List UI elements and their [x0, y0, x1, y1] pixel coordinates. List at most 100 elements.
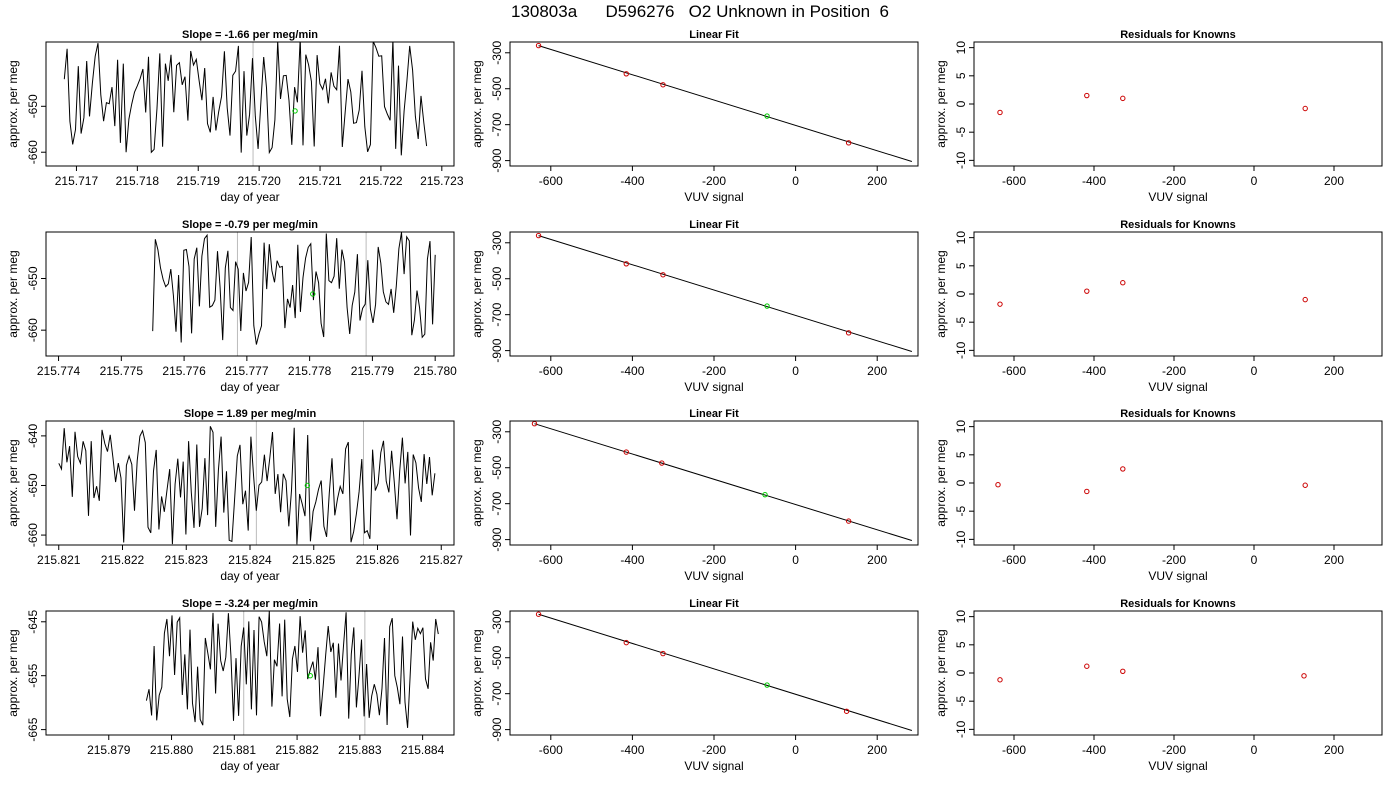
y-tick-label: -650: [26, 266, 40, 290]
residual-point: [1084, 92, 1090, 99]
y-tick-label: -660: [26, 523, 40, 547]
x-tick-label: 200: [1324, 364, 1344, 378]
unknown-point: [764, 303, 770, 309]
chart-title: Linear Fit: [689, 219, 739, 231]
chart-panel-1: [41, 41, 455, 171]
y-tick-label: 5: [954, 72, 968, 79]
unknown-point: [307, 672, 313, 679]
x-tick-label: -200: [1162, 364, 1186, 378]
fit-line: [538, 45, 913, 162]
chart-title: Residuals for Knowns: [1120, 408, 1236, 420]
y-tick-label: 5: [954, 451, 968, 458]
plot-frame: [509, 231, 919, 357]
chart-title: Linear Fit: [689, 408, 739, 420]
residual-point: [1084, 288, 1090, 294]
residual-point: [1302, 296, 1308, 303]
y-tick-label: -500: [490, 266, 504, 290]
chart-title: Slope = -3.24 per meg/min: [182, 598, 318, 610]
known-point: [535, 611, 542, 617]
chart-panel-10: [41, 610, 455, 740]
y-tick-label: -900: [490, 338, 504, 362]
y-tick-label: -10: [954, 530, 968, 548]
y-axis-label: approx. per meg: [934, 629, 948, 716]
chart-title: Linear Fit: [689, 29, 739, 41]
x-tick-label: 215.822: [101, 553, 145, 567]
x-tick-label: 200: [867, 553, 887, 567]
x-tick-label: -400: [1082, 743, 1106, 757]
y-tick-label: -645: [26, 609, 40, 633]
x-tick-label: -400: [620, 174, 644, 188]
chart-panel-9: [969, 420, 1383, 550]
x-tick-label: 215.821: [37, 553, 81, 567]
y-tick-label: -900: [490, 527, 504, 551]
y-tick-label: -5: [954, 696, 968, 707]
chart-panel-8: [505, 420, 919, 550]
x-tick-label: 200: [867, 743, 887, 757]
residual-point: [997, 677, 1003, 683]
chart-panel-12: [969, 610, 1383, 740]
x-tick-label: 0: [1251, 174, 1258, 188]
y-axis-label: approx. per meg: [6, 439, 20, 526]
fit-line: [538, 613, 913, 731]
x-tick-label: -400: [620, 364, 644, 378]
chart-panel-5: [505, 231, 919, 361]
chart-panel-7: [41, 420, 455, 550]
signal-trace: [152, 232, 436, 345]
x-tick-label: -400: [1082, 174, 1106, 188]
y-tick-label: -500: [490, 645, 504, 669]
known-point: [845, 140, 852, 146]
y-tick-label: 10: [954, 41, 968, 55]
known-point: [845, 330, 852, 336]
y-tick-label: -300: [490, 230, 504, 254]
x-tick-label: 215.718: [116, 174, 160, 188]
known-point: [623, 449, 629, 455]
y-tick-label: 0: [954, 290, 968, 297]
unknown-point: [304, 482, 311, 489]
x-axis-label: VUV signal: [1148, 569, 1207, 583]
x-tick-label: -600: [1002, 364, 1026, 378]
x-axis-label: VUV signal: [1148, 759, 1207, 773]
y-tick-label: 5: [954, 262, 968, 269]
y-axis-label: approx. per meg: [934, 250, 948, 337]
y-axis-label: approx. per meg: [934, 439, 948, 526]
chart-panel-3: [969, 41, 1383, 171]
plot-area: [535, 42, 913, 162]
x-tick-label: 215.720: [237, 174, 281, 188]
x-tick-label: 215.826: [356, 553, 400, 567]
y-tick-label: -10: [954, 151, 968, 169]
residual-point: [1084, 663, 1090, 669]
x-tick-label: -600: [539, 743, 563, 757]
x-axis-label: day of year: [220, 759, 279, 773]
x-tick-label: 0: [792, 174, 799, 188]
y-tick-label: -660: [26, 140, 40, 164]
chart-title: Slope = 1.89 per meg/min: [184, 408, 317, 420]
y-tick-label: -700: [490, 112, 504, 136]
page-title: 130803a D596276 O2 Unknown in Position 6: [510, 2, 890, 21]
residual-point: [1302, 105, 1308, 112]
plot-frame: [973, 420, 1383, 546]
x-tick-label: -200: [1162, 174, 1186, 188]
y-tick-label: -650: [26, 473, 40, 497]
y-tick-label: 0: [954, 669, 968, 676]
x-tick-label: 215.879: [87, 743, 131, 757]
y-tick-label: 0: [954, 479, 968, 486]
chart-title: Residuals for Knowns: [1120, 29, 1236, 41]
residual-point: [1120, 280, 1126, 286]
y-tick-label: -655: [26, 663, 40, 687]
unknown-point: [762, 491, 768, 498]
unknown-point: [310, 291, 316, 297]
plot-frame: [45, 231, 455, 357]
x-tick-label: -600: [539, 364, 563, 378]
chart-panel-2: [505, 41, 919, 171]
x-axis-label: VUV signal: [1148, 190, 1207, 204]
plot-frame: [45, 610, 455, 736]
known-point: [660, 650, 666, 657]
y-tick-label: 5: [954, 641, 968, 648]
plot-area: [535, 611, 913, 731]
x-tick-label: 215.723: [420, 174, 464, 188]
fit-line: [534, 423, 913, 541]
known-point: [660, 82, 666, 88]
x-tick-label: 215.721: [298, 174, 342, 188]
residual-point: [997, 109, 1003, 116]
